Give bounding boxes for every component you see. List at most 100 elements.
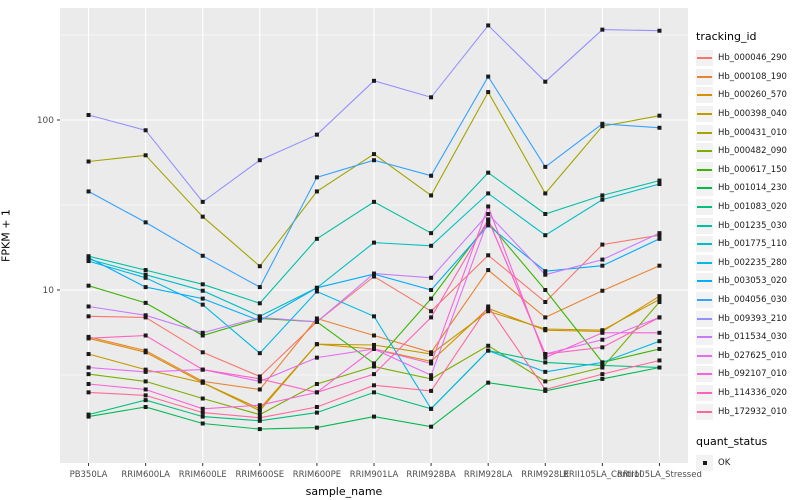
data-point bbox=[486, 74, 491, 79]
legend-item-label: Hb_092107_010 bbox=[718, 369, 787, 380]
data-point bbox=[372, 240, 376, 245]
data-point bbox=[257, 376, 262, 381]
data-point bbox=[257, 408, 262, 413]
data-point bbox=[486, 23, 491, 28]
legend-item-Hb_004056_030: Hb_004056_030 bbox=[696, 291, 800, 310]
data-point bbox=[543, 315, 548, 320]
data-point bbox=[143, 220, 148, 225]
legend-line-icon bbox=[697, 317, 712, 320]
data-point bbox=[143, 153, 148, 158]
data-point bbox=[429, 193, 434, 198]
legend-key-swatch bbox=[696, 161, 713, 178]
data-point bbox=[543, 299, 548, 304]
data-point bbox=[429, 406, 434, 411]
legend-line-icon bbox=[697, 299, 712, 302]
data-point bbox=[257, 415, 262, 420]
legend-item-Hb_000398_040: Hb_000398_040 bbox=[696, 105, 800, 124]
data-point bbox=[657, 263, 662, 268]
data-point bbox=[143, 393, 148, 398]
data-point bbox=[200, 282, 205, 287]
data-point bbox=[543, 233, 548, 238]
data-point bbox=[543, 352, 548, 357]
data-point bbox=[86, 283, 91, 288]
data-point bbox=[372, 361, 376, 366]
legend-item-label: Hb_000431_010 bbox=[718, 127, 787, 138]
data-point bbox=[543, 379, 548, 384]
legend-item-label: OK bbox=[718, 458, 731, 469]
data-point bbox=[657, 113, 662, 118]
data-point bbox=[600, 27, 605, 32]
legend-line-icon bbox=[697, 354, 712, 357]
data-point bbox=[657, 365, 662, 370]
data-point bbox=[657, 294, 662, 299]
data-point bbox=[200, 296, 205, 301]
legend-item-Hb_000108_190: Hb_000108_190 bbox=[696, 68, 800, 87]
legend-item-Hb_000046_290: Hb_000046_290 bbox=[696, 49, 800, 68]
legend-tracking-title: tracking_id bbox=[696, 30, 757, 43]
data-point bbox=[86, 255, 91, 260]
legend-line-icon bbox=[697, 94, 712, 97]
data-point bbox=[257, 351, 262, 356]
data-point bbox=[314, 316, 319, 321]
data-point bbox=[86, 352, 91, 357]
data-point bbox=[372, 158, 376, 163]
data-point bbox=[257, 318, 262, 323]
data-point bbox=[486, 220, 491, 225]
data-point bbox=[372, 199, 376, 204]
data-point bbox=[486, 223, 491, 228]
data-point bbox=[257, 301, 262, 306]
legend-key-swatch bbox=[696, 180, 713, 197]
data-point bbox=[200, 214, 205, 219]
data-point bbox=[143, 272, 148, 277]
data-point bbox=[429, 376, 434, 381]
data-point bbox=[600, 363, 605, 368]
legend-item-label: Hb_114336_020 bbox=[718, 387, 787, 398]
data-point bbox=[486, 253, 491, 258]
legend-item-Hb_001014_230: Hb_001014_230 bbox=[696, 179, 800, 198]
data-point bbox=[143, 268, 148, 273]
data-point bbox=[543, 164, 548, 169]
data-point bbox=[143, 333, 148, 338]
data-point bbox=[372, 152, 376, 157]
data-point bbox=[486, 304, 491, 309]
legend-key-swatch bbox=[696, 347, 713, 364]
data-point bbox=[600, 330, 605, 335]
legend-item-label: Hb_000046_290 bbox=[718, 53, 787, 64]
data-point bbox=[314, 175, 319, 180]
x-tick-label: RRIM928LA bbox=[464, 470, 513, 480]
legend-item-Hb_000431_010: Hb_000431_010 bbox=[696, 123, 800, 142]
data-point bbox=[657, 231, 662, 236]
data-point bbox=[372, 346, 376, 351]
data-point bbox=[257, 374, 262, 379]
legend-item-label: Hb_011534_030 bbox=[718, 332, 787, 343]
data-point bbox=[657, 330, 662, 335]
legend-line-icon bbox=[697, 243, 712, 246]
data-point bbox=[657, 315, 662, 320]
legend-line-icon bbox=[697, 373, 712, 376]
data-point bbox=[86, 372, 91, 377]
data-point bbox=[543, 326, 548, 331]
legend-item-label: Hb_001235_030 bbox=[718, 220, 787, 231]
legend-item-label: Hb_000260_570 bbox=[718, 90, 787, 101]
data-point bbox=[143, 275, 148, 280]
x-tick-label: RRIM901LA bbox=[350, 470, 399, 480]
data-point bbox=[143, 285, 148, 290]
data-point bbox=[200, 330, 205, 335]
data-point bbox=[429, 288, 434, 292]
data-point bbox=[372, 78, 376, 83]
x-tick-label: PB350LA bbox=[70, 470, 108, 480]
legend-item-label: Hb_000617_150 bbox=[718, 164, 787, 175]
data-point bbox=[486, 170, 491, 175]
data-point bbox=[372, 390, 376, 395]
data-point bbox=[372, 333, 376, 338]
data-point bbox=[314, 355, 319, 360]
data-point bbox=[372, 414, 376, 419]
data-point bbox=[600, 328, 605, 333]
data-point bbox=[657, 178, 662, 183]
data-point bbox=[657, 236, 662, 241]
legend-line-icon bbox=[697, 168, 712, 171]
data-point bbox=[200, 350, 205, 355]
legend-item-Hb_000482_090: Hb_000482_090 bbox=[696, 142, 800, 161]
data-point bbox=[543, 79, 548, 84]
data-point bbox=[314, 289, 319, 294]
